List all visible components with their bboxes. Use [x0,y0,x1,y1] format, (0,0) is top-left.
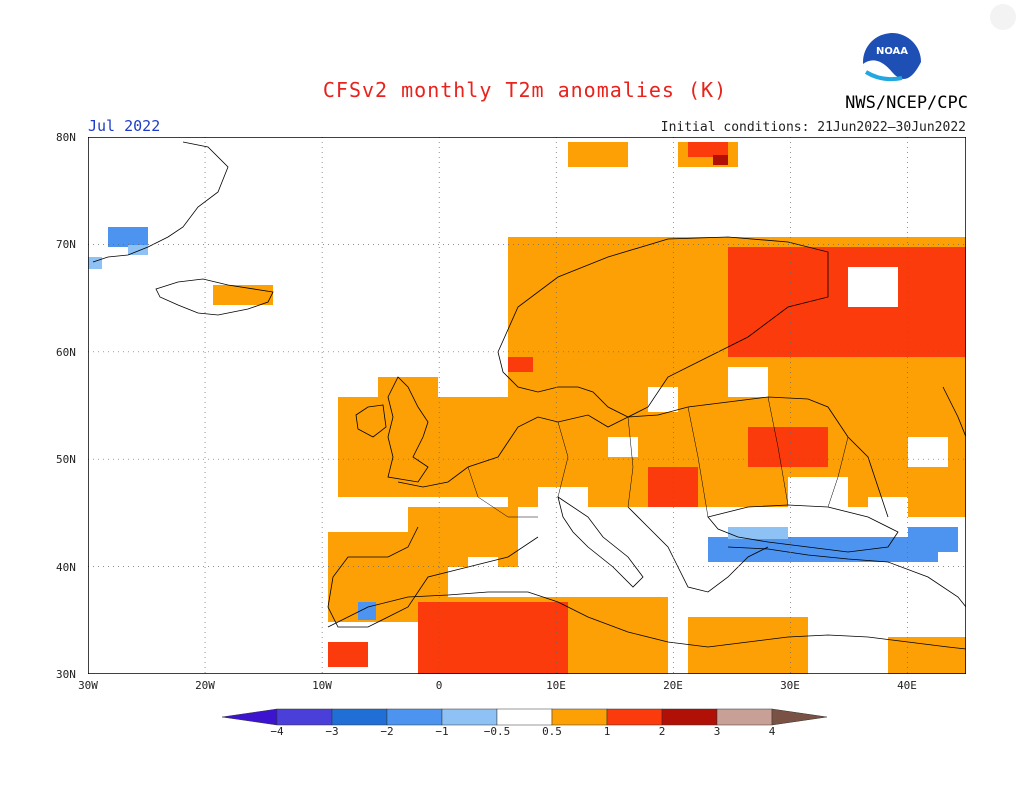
anomaly-cell [728,527,788,539]
colorbar-segment [441,708,498,726]
anomaly-cell [108,227,148,247]
anomaly-cell [908,527,958,552]
neutral-cell [908,437,948,467]
lat-label: 40N [56,561,76,574]
colorbar-segment [716,708,773,726]
colorbar-tick-label: 1 [603,725,611,738]
colorbar-segment [606,708,663,726]
lat-label: 60N [56,346,76,359]
agency-label: NWS/NCEP/CPC [845,93,968,113]
anomaly-cell [568,142,628,167]
colorbar-tick-label: −2 [380,725,394,738]
anomaly-cell [708,537,938,562]
neutral-cell [648,387,678,412]
initial-conditions: Initial conditions: 21Jun2022–30Jun2022 [660,120,966,135]
lat-label: 70N [56,238,76,251]
lon-label: 30W [78,679,98,692]
anomaly-cell [728,247,966,357]
coastlines [92,141,966,650]
neutral-cell [608,437,638,457]
corner-button[interactable] [990,4,1016,30]
anomaly-cell [88,257,102,269]
colorbar-lower-arrow [222,708,278,726]
lon-label: 0 [435,679,443,692]
anomaly-map [88,137,966,674]
anomaly-cell [908,477,966,517]
map-canvas [88,137,966,674]
forecast-month: Jul 2022 [88,117,161,135]
anomaly-cell [328,642,368,667]
anomaly-cell [748,427,828,467]
noaa-logo: NOAA [863,33,922,92]
lon-label: 20W [195,679,215,692]
anomaly-cell [128,245,148,255]
anomaly-cell [213,285,273,305]
lon-label: 40E [897,679,917,692]
lon-label: 10W [312,679,332,692]
neutral-cell [848,267,898,307]
colorbar-tick-label: −0.5 [483,725,511,738]
lon-label: 10E [546,679,566,692]
anomaly-cells [88,142,966,674]
colorbar-tick-label: −3 [325,725,339,738]
colorbar [222,708,828,726]
colorbar-upper-arrow [771,708,828,726]
lat-label: 80N [56,131,76,144]
colorbar-tick-label: 2 [658,725,666,738]
colorbar-segment [276,708,333,726]
colorbar-tick-label: −4 [270,725,284,738]
colorbar-segment [496,708,553,726]
anomaly-cell [508,357,533,372]
neutral-cell [468,557,498,577]
chart-title: CFSv2 monthly T2m anomalies (K) [322,78,728,102]
neutral-cell [788,477,848,517]
lat-label: 30N [56,668,76,681]
colorbar-tick-label: 0.5 [542,725,562,738]
anomaly-cell [713,155,728,165]
anomaly-cell [688,142,728,157]
anomaly-cell [378,377,438,437]
anomaly-cell [418,602,568,674]
lon-label: 20E [663,679,683,692]
lat-label: 50N [56,453,76,466]
lon-label: 30E [780,679,800,692]
colorbar-tick-label: 4 [768,725,776,738]
anomaly-cell [888,637,966,674]
colorbar-segment [386,708,443,726]
neutral-cell [538,487,588,517]
colorbar-segment [551,708,608,726]
colorbar-segment [661,708,718,726]
colorbar-segment [331,708,388,726]
anomaly-cell [688,617,808,674]
logo-text: NOAA [876,46,908,57]
colorbar-tick-label: 3 [713,725,721,738]
colorbar-tick-label: −1 [435,725,449,738]
neutral-cell [728,367,768,397]
